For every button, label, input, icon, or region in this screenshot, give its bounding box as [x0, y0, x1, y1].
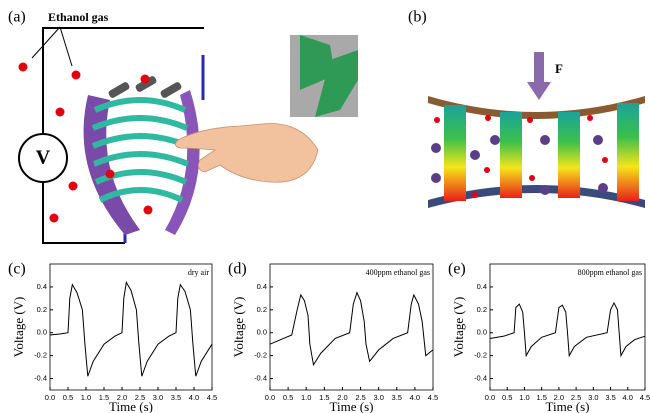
y-tick-label: 0.0 — [37, 328, 47, 337]
x-tick-label: 3.5 — [605, 393, 615, 402]
x-tick-label: 3.0 — [373, 393, 383, 402]
x-tick-label: 4.5 — [640, 393, 650, 402]
y-tick-label: -0.4 — [474, 374, 487, 383]
y-tick-label: 0.2 — [257, 305, 267, 314]
y-axis-label: Voltage (V) — [451, 297, 466, 358]
y-tick-label: -0.4 — [254, 374, 267, 383]
x-tick-label: 1.0 — [519, 393, 529, 402]
x-tick-label: 1.5 — [319, 393, 329, 402]
panel-label: (b) — [408, 9, 427, 26]
y-tick-label: 0.4 — [477, 282, 487, 291]
panel-label: (e) — [448, 261, 466, 278]
figure: (a) Ethanol gas V (b) F -0.4 -0.2 0.0 0.2 0.… — [0, 0, 650, 413]
x-tick-label: 4.0 — [410, 393, 420, 402]
y-tick-label: 0.0 — [477, 328, 487, 337]
force-label: F — [555, 61, 563, 76]
data-line — [270, 293, 433, 365]
x-tick-label: 0.5 — [63, 393, 73, 402]
x-tick-label: 1.0 — [301, 393, 311, 402]
panel-label: (c) — [8, 261, 26, 278]
y-tick-label: -0.4 — [34, 374, 47, 383]
x-tick-label: 3.0 — [153, 393, 163, 402]
annotation: 800ppm ethanol gas — [578, 268, 642, 277]
x-tick-label: 0.0 — [265, 393, 275, 402]
panel-label: (a) — [8, 9, 26, 26]
x-tick-label: 1.0 — [81, 393, 91, 402]
x-tick-label: 4.0 — [189, 393, 199, 402]
y-tick-label: 0.4 — [257, 282, 267, 291]
y-tick-label: -0.2 — [254, 351, 267, 360]
x-tick-label: 0.0 — [45, 393, 55, 402]
annotation: dry air — [188, 268, 209, 277]
y-axis-label: Voltage (V) — [11, 297, 26, 358]
x-tick-label: 0.5 — [502, 393, 512, 402]
x-tick-label: 0.5 — [283, 393, 293, 402]
x-axis-label: Time (s) — [109, 399, 153, 413]
y-tick-label: 0.4 — [37, 282, 47, 291]
annotation: 400ppm ethanol gas — [366, 268, 430, 277]
y-tick-label: 0.2 — [37, 305, 47, 314]
meter-label: V — [36, 147, 51, 169]
y-tick-label: 0.2 — [477, 305, 487, 314]
x-tick-label: 3.5 — [392, 393, 402, 402]
x-tick-label: 1.5 — [99, 393, 109, 402]
x-tick-label: 4.5 — [428, 393, 438, 402]
x-tick-label: 3.5 — [171, 393, 181, 402]
x-axis-label: Time (s) — [330, 399, 374, 413]
x-tick-label: 3.0 — [588, 393, 598, 402]
plot-frame — [50, 264, 212, 390]
illustration-a: (a) Ethanol gas V — [8, 9, 358, 243]
data-line — [490, 303, 645, 356]
x-tick-label: 0.0 — [485, 393, 495, 402]
y-tick-label: 0.0 — [257, 328, 267, 337]
y-tick-label: -0.2 — [34, 351, 47, 360]
data-line — [50, 282, 212, 376]
y-axis-label: Voltage (V) — [231, 297, 246, 358]
x-axis-label: Time (s) — [546, 399, 590, 413]
x-tick-label: 4.0 — [623, 393, 633, 402]
x-tick-label: 4.5 — [207, 393, 217, 402]
gas-label: Ethanol gas — [48, 10, 109, 24]
panel-label: (d) — [228, 261, 247, 278]
illustration-b: (b) F — [408, 9, 645, 208]
y-tick-label: -0.2 — [474, 351, 487, 360]
